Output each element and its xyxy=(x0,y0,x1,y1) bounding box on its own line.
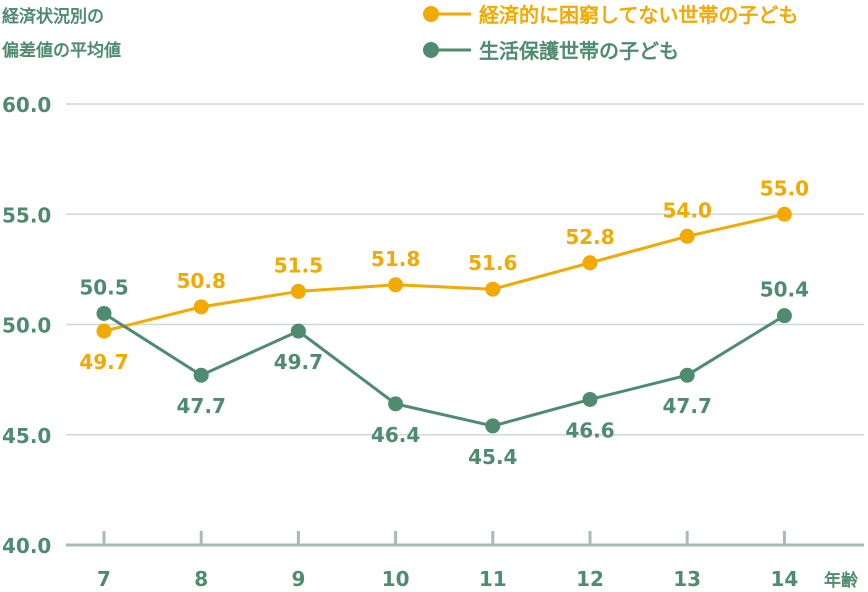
chart-text: 経済状況別の 偏差値の平均値 年齢 xyxy=(2,6,859,591)
data-label: 51.6 xyxy=(468,251,517,275)
y-axis-label-line-2: 偏差値の平均値 xyxy=(2,40,121,61)
data-point xyxy=(388,396,404,412)
data-point xyxy=(679,367,695,383)
y-axis-label-line-1: 経済状況別の xyxy=(2,6,104,27)
grid xyxy=(66,103,864,436)
legend-marker xyxy=(423,6,439,22)
data-label: 51.5 xyxy=(274,253,323,277)
data-point xyxy=(679,228,695,244)
y-tick-label: 60.0 xyxy=(2,93,51,117)
x-tick-label: 10 xyxy=(382,567,410,591)
data-point xyxy=(776,308,792,324)
x-tick-label: 7 xyxy=(97,567,111,591)
x-tick-label: 13 xyxy=(673,567,701,591)
series-line xyxy=(103,212,785,333)
data-point xyxy=(582,255,598,271)
series-line xyxy=(103,312,786,428)
data-label: 50.8 xyxy=(177,269,226,293)
data-point xyxy=(582,391,598,407)
y-tick-label: 55.0 xyxy=(2,203,51,227)
data-point xyxy=(96,323,112,339)
y-tick-label: 50.0 xyxy=(2,314,51,338)
y-tick-label: 45.0 xyxy=(2,424,51,448)
legend-label: 生活保護世帯の子ども xyxy=(479,39,679,63)
data-label: 49.7 xyxy=(274,350,323,374)
legend-label: 経済的に困窮してない世帯の子ども xyxy=(479,3,798,27)
data-point xyxy=(485,281,501,297)
data-point xyxy=(776,206,792,222)
x-tick-label: 11 xyxy=(479,567,507,591)
data-point xyxy=(193,299,209,315)
data-label: 51.8 xyxy=(371,247,420,271)
data-label: 55.0 xyxy=(760,176,809,200)
data-label: 46.4 xyxy=(371,423,420,447)
data-point xyxy=(388,277,404,293)
data-label: 47.7 xyxy=(663,394,712,418)
data-label: 52.8 xyxy=(565,225,614,249)
x-tick-label: 14 xyxy=(770,567,798,591)
y-tick-label: 40.0 xyxy=(2,534,51,558)
data-point xyxy=(96,305,112,321)
data-point xyxy=(193,367,209,383)
x-tick-label: 9 xyxy=(291,567,305,591)
data-point xyxy=(290,283,306,299)
data-point xyxy=(485,418,501,434)
data-label: 50.4 xyxy=(760,278,809,302)
data-label: 49.7 xyxy=(79,350,128,374)
data-label: 54.0 xyxy=(663,198,712,222)
x-axis-label: 年齢 xyxy=(824,570,859,591)
x-tick-label: 12 xyxy=(576,567,604,591)
data-labels: 49.7 50.8 51.5 51.8 51.6 52.8 54.0 55.0 50.5 47.7… xyxy=(79,176,809,469)
x-tick-label: 8 xyxy=(194,567,208,591)
series xyxy=(96,206,792,434)
data-label: 50.5 xyxy=(79,275,128,299)
legend-marker xyxy=(423,42,439,58)
data-label: 46.6 xyxy=(565,418,614,442)
data-label: 47.7 xyxy=(177,394,226,418)
data-point xyxy=(290,323,306,339)
data-label: 45.4 xyxy=(468,445,517,469)
axes: 40.0 45.0 50.0 55.0 60.0 7 8 9 10 11 12 13 14 xyxy=(2,93,864,591)
